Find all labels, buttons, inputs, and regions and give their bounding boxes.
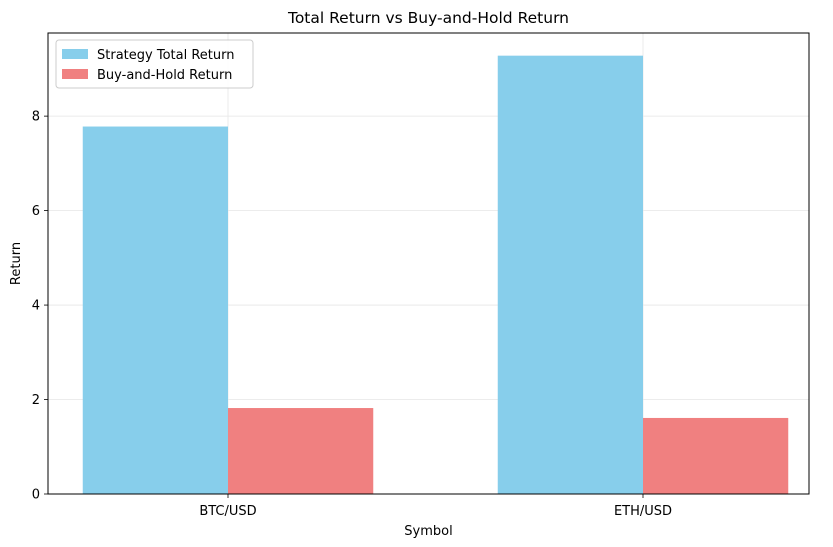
plot-frame (47, 32, 810, 495)
y-tick-label: 2 (32, 393, 40, 408)
y-tick-label: 4 (32, 299, 40, 314)
x-tick-label: ETH/USD (614, 504, 672, 519)
y-tick-label: 8 (32, 110, 40, 125)
bar (228, 408, 374, 494)
legend-swatch (62, 69, 88, 79)
bar (82, 126, 228, 495)
y-tick-label: 6 (32, 204, 40, 219)
legend-label: Strategy Total Return (97, 48, 234, 63)
y-axis-label: Return (9, 242, 24, 285)
legend: Strategy Total Return Buy-and-Hold Return (55, 39, 254, 89)
axes: 0 2 4 6 8 BTC/USD ETH/USD (32, 110, 672, 519)
legend-swatch (62, 49, 88, 59)
bar (497, 55, 643, 495)
legend-box (55, 39, 254, 89)
bar (643, 417, 789, 494)
legend-label: Buy-and-Hold Return (97, 68, 232, 83)
x-axis-label: Symbol (404, 524, 452, 539)
x-tick-label: BTC/USD (199, 504, 256, 519)
y-tick-label: 0 (32, 488, 40, 503)
bars (82, 55, 789, 495)
chart-title: Total Return vs Buy-and-Hold Return (287, 9, 569, 27)
